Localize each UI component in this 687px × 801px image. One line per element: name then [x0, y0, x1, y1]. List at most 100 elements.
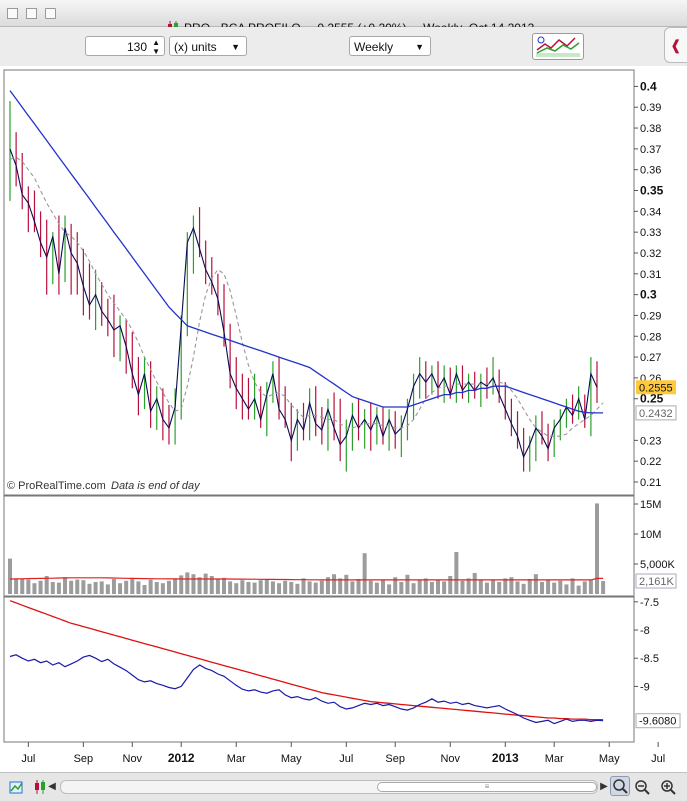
time-axis: Jul Sep Nov 2012 Mar May Jul Sep Nov 2013 Mar May Ju…	[21, 742, 665, 765]
price-tick-label: 0.21	[640, 477, 661, 489]
price-panel-frame	[3, 69, 635, 496]
volume-bar	[552, 582, 557, 594]
time-tick-label: Sep	[385, 753, 405, 765]
window-close-button[interactable]	[7, 8, 18, 19]
volume-bar	[301, 578, 306, 594]
chart-canvas[interactable]: 0.40.390.380.370.360.350.340.330.320.310…	[0, 66, 687, 772]
volume-bar	[228, 581, 233, 594]
ma-value-label: 0.2432	[639, 408, 673, 420]
time-tick-label: 2012	[168, 751, 195, 765]
volume-bar	[111, 579, 116, 594]
horizontal-scrollbar[interactable]: ≡	[60, 780, 598, 794]
indicator-last-badge	[635, 713, 681, 729]
spin-arrows-icon[interactable]: ▲ ▼	[152, 38, 160, 56]
indicator-chart-button[interactable]	[532, 33, 584, 60]
side-panel-tab-icon: ❰	[670, 37, 682, 53]
volume-bar	[203, 573, 208, 594]
title-bar: PRO - BCA PROFILO 0.2555 (+0.20%) Weekly…	[0, 0, 687, 35]
volume-bar	[350, 581, 355, 594]
price-tick-label: 0.29	[640, 310, 661, 322]
volume-bar	[527, 579, 532, 594]
volume-bar	[99, 581, 104, 594]
volume-last-badge	[635, 573, 677, 589]
volume-bar	[142, 585, 147, 594]
time-tick-label: Jul	[21, 753, 35, 765]
volume-bar	[179, 575, 184, 594]
price-tick-label: 0.35	[640, 184, 664, 198]
drawing-tools-icon[interactable]	[8, 779, 24, 795]
volume-bar	[325, 577, 330, 594]
window-zoom-button[interactable]	[45, 8, 56, 19]
price-axis: 0.4 0.39 0.38 0.37 0.36 0.35 0.34 0.33 0.32 0.31 0…	[634, 79, 677, 489]
data-note-text: Data is end of day	[111, 480, 201, 492]
price-tick-label: 0.33	[640, 227, 661, 239]
time-tick-label: Mar	[227, 753, 246, 765]
scroll-left-icon[interactable]: ◀	[48, 781, 56, 792]
last-price-badge	[636, 380, 676, 395]
price-tick-label: 0.36	[640, 165, 661, 177]
volume-bar	[423, 578, 428, 594]
volume-bar	[246, 582, 251, 594]
volume-bar	[344, 574, 349, 594]
volume-bar	[118, 583, 123, 594]
volume-bar	[362, 553, 367, 594]
price-tick-label: 0.4	[640, 79, 657, 93]
time-tick-label: Jul	[651, 753, 665, 765]
zoom-select-icon[interactable]	[610, 776, 630, 796]
volume-bar	[38, 580, 43, 594]
scroll-right-icon[interactable]: ▶	[600, 781, 608, 792]
indicator-tick-label: -9	[640, 681, 650, 693]
volume-bar	[374, 582, 379, 594]
bar-count-stepper[interactable]: 130 ▲ ▼	[85, 36, 165, 56]
volume-panel-frame	[3, 495, 635, 597]
volume-bar	[270, 581, 275, 594]
units-select[interactable]: (x) units ▼	[169, 36, 247, 56]
chart-area: 0.4 0.39 0.38 0.37 0.36 0.35 0.34 0.33 0.32 0.31 0…	[0, 66, 687, 772]
period-select[interactable]: Weekly ▼	[349, 36, 431, 56]
time-tick-label: Sep	[74, 753, 94, 765]
volume-bar	[466, 578, 471, 594]
volume-bar	[515, 581, 520, 594]
volume-bar	[154, 582, 159, 594]
window-minimize-button[interactable]	[26, 8, 37, 19]
indicator-tick-label: -8	[640, 625, 650, 637]
volume-bar	[454, 552, 459, 594]
volume-bar	[539, 582, 544, 594]
side-panel-tab[interactable]: ❰	[664, 27, 687, 63]
zoom-out-icon[interactable]	[634, 779, 650, 795]
indicator-panel-frame	[3, 596, 635, 743]
volume-bar	[252, 582, 257, 594]
time-tick-label: 2013	[492, 751, 519, 765]
volume-tick-label: 15M	[640, 499, 661, 511]
long-moving-average-line	[9, 90, 604, 414]
indicator-tick-label: -8.5	[640, 653, 659, 665]
volume-bar	[277, 583, 282, 594]
time-tick-label: May	[599, 753, 620, 765]
volume-bar	[264, 579, 269, 594]
copyright-text: © ProRealTime.com	[7, 480, 106, 492]
volume-bar	[546, 580, 551, 594]
volume-bar	[258, 580, 263, 594]
indicator-line	[9, 654, 604, 725]
volume-bar	[69, 580, 74, 594]
price-tick-label: 0.32	[640, 248, 661, 260]
volume-bars	[8, 503, 606, 594]
candle-type-icon[interactable]	[32, 779, 48, 795]
last-price-label: 0.2555	[639, 382, 673, 394]
volume-bar	[521, 583, 526, 594]
volume-bar	[307, 581, 312, 594]
volume-bar	[136, 581, 141, 594]
volume-bar	[295, 583, 300, 594]
volume-bar	[588, 580, 593, 594]
volume-bar	[26, 579, 31, 594]
scrollbar-thumb[interactable]: ≡	[377, 782, 597, 792]
volume-bar	[332, 574, 337, 594]
volume-bar	[222, 577, 227, 594]
price-tick-label: 0.22	[640, 456, 661, 468]
dropdown-arrow-icon: ▼	[415, 42, 424, 52]
volume-bar	[509, 577, 514, 594]
volume-bar	[338, 578, 343, 594]
zoom-in-icon[interactable]	[660, 779, 676, 795]
volume-bar	[478, 579, 483, 594]
volume-bar	[105, 584, 110, 594]
